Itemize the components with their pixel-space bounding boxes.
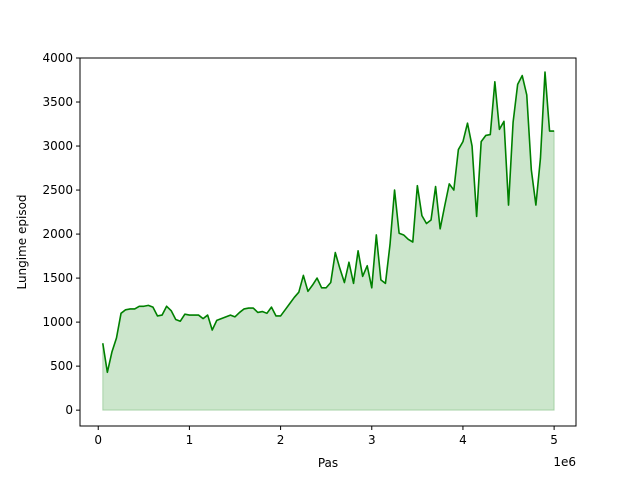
series-area-fill bbox=[102, 72, 555, 411]
x-tick-label: 5 bbox=[550, 433, 558, 447]
y-tick-label: 3500 bbox=[42, 95, 73, 109]
y-tick-label: 2000 bbox=[42, 227, 73, 241]
y-axis-title: Lungime episod bbox=[15, 194, 29, 289]
x-tick-label: 3 bbox=[368, 433, 376, 447]
y-tick-label: 1000 bbox=[42, 315, 73, 329]
y-tick-label: 0 bbox=[65, 403, 73, 417]
x-tick-label: 2 bbox=[277, 433, 285, 447]
y-tick-label: 500 bbox=[50, 359, 73, 373]
x-offset-label: 1e6 bbox=[553, 455, 576, 469]
plot-frame bbox=[79, 57, 577, 427]
y-tick-label: 3000 bbox=[42, 139, 73, 153]
y-tick-label: 1500 bbox=[42, 271, 73, 285]
x-tick-label: 1 bbox=[186, 433, 194, 447]
x-tick-label: 4 bbox=[459, 433, 467, 447]
y-tick-label: 2500 bbox=[42, 183, 73, 197]
y-tick-label: 4000 bbox=[42, 51, 73, 65]
x-axis-title: Pas bbox=[318, 456, 338, 470]
x-tick-label: 0 bbox=[94, 433, 102, 447]
series-line bbox=[101, 71, 555, 374]
